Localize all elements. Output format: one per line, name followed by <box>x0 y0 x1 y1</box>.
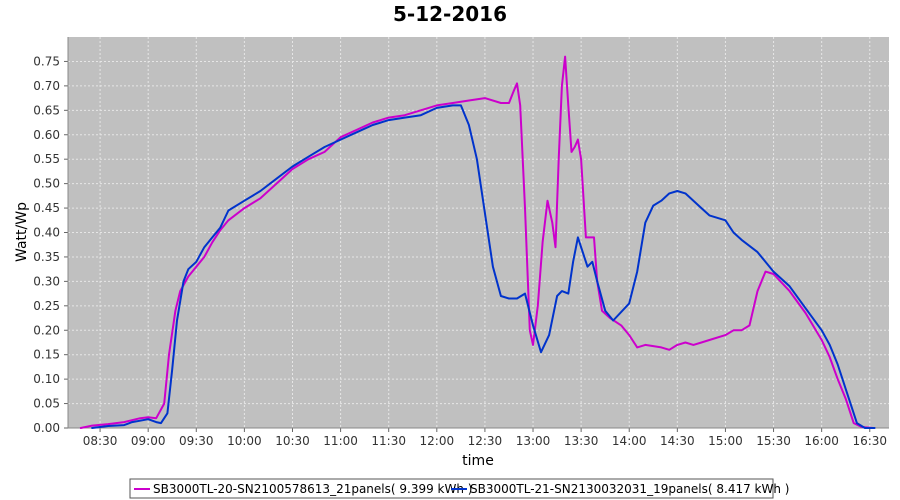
x-tick-label: 16:00 <box>804 434 839 448</box>
chart-title: 5-12-2016 <box>393 2 507 26</box>
x-tick-label: 15:30 <box>756 434 791 448</box>
y-axis: 0.00 0.05 0.10 0.15 0.20 0.25 0.30 0.35 0.40 0.45… <box>33 37 69 435</box>
y-axis-label: Watt/Wp <box>14 202 30 262</box>
x-tick-label: 15:00 <box>708 434 743 448</box>
x-tick-label: 12:00 <box>420 434 455 448</box>
y-tick-label: 0.35 <box>33 250 60 264</box>
legend: SB3000TL-20-SN2100578613_21panels( 9.399… <box>129 478 789 499</box>
y-tick-label: 0.10 <box>33 372 60 386</box>
y-tick-label: 0.55 <box>33 152 60 166</box>
y-tick-label: 0.20 <box>33 323 60 337</box>
legend-label-series-2: SB3000TL-21-SN2130032031_19panels( 8.417… <box>470 482 789 496</box>
grid-lines <box>68 37 889 429</box>
legend-label-series-1: SB3000TL-20-SN2100578613_21panels( 9.399… <box>153 482 472 496</box>
x-tick-label: 11:00 <box>323 434 358 448</box>
y-tick-label: 0.70 <box>33 79 60 93</box>
x-tick-label: 10:30 <box>275 434 310 448</box>
y-tick-label: 0.60 <box>33 128 60 142</box>
series-layer <box>79 55 876 429</box>
x-tick-label: 11:30 <box>371 434 406 448</box>
series-line-2 <box>91 104 876 429</box>
y-tick-label: 0.45 <box>33 201 60 215</box>
y-tick-label: 0.25 <box>33 299 60 313</box>
x-tick-label: 09:30 <box>179 434 214 448</box>
x-tick-label: 13:30 <box>564 434 599 448</box>
x-tick-label: 14:30 <box>660 434 695 448</box>
y-tick-label: 0.75 <box>33 54 60 68</box>
y-tick-label: 0.15 <box>33 348 60 362</box>
series-line-1 <box>79 55 874 429</box>
x-tick-label: 08:30 <box>83 434 118 448</box>
y-tick-label: 0.00 <box>33 421 60 435</box>
x-tick-label: 14:00 <box>612 434 647 448</box>
y-tick-label: 0.05 <box>33 397 60 411</box>
y-tick-label: 0.30 <box>33 274 60 288</box>
x-tick-label: 13:00 <box>516 434 551 448</box>
y-tick-label: 0.40 <box>33 226 60 240</box>
y-tick-label: 0.65 <box>33 103 60 117</box>
x-tick-label: 12:30 <box>468 434 503 448</box>
x-axis: 08:30 09:00 09:30 10:00 10:30 11:00 11:30 12:00… <box>68 427 889 448</box>
x-axis-label: time <box>462 453 494 469</box>
x-tick-label: 10:00 <box>227 434 262 448</box>
x-tick-label: 09:00 <box>131 434 166 448</box>
y-tick-label: 0.50 <box>33 177 60 191</box>
x-tick-label: 16:30 <box>852 434 887 448</box>
